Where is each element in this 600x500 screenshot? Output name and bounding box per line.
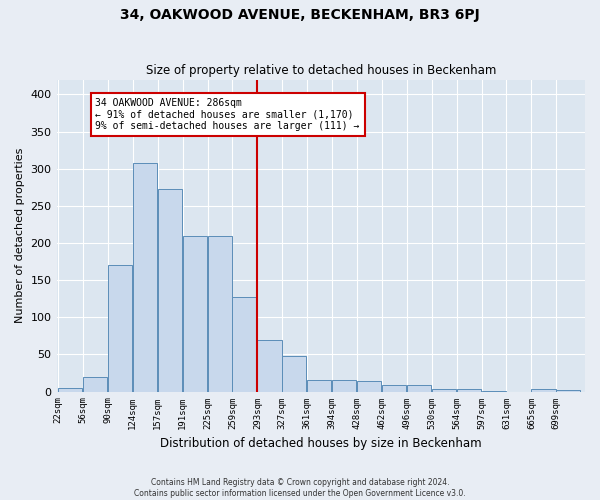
Bar [58,388,82,392]
Y-axis label: Number of detached properties: Number of detached properties [15,148,25,323]
Bar [83,376,107,392]
Bar [208,236,232,392]
Bar [282,356,307,392]
Text: Contains HM Land Registry data © Crown copyright and database right 2024.
Contai: Contains HM Land Registry data © Crown c… [134,478,466,498]
Bar [407,385,431,392]
Bar [108,266,132,392]
Bar [232,297,257,392]
Bar [332,380,356,392]
X-axis label: Distribution of detached houses by size in Beckenham: Distribution of detached houses by size … [160,437,482,450]
Text: 34, OAKWOOD AVENUE, BECKENHAM, BR3 6PJ: 34, OAKWOOD AVENUE, BECKENHAM, BR3 6PJ [120,8,480,22]
Bar [382,385,406,392]
Bar [158,189,182,392]
Title: Size of property relative to detached houses in Beckenham: Size of property relative to detached ho… [146,64,496,77]
Bar [357,381,381,392]
Bar [307,380,331,392]
Text: 34 OAKWOOD AVENUE: 286sqm
← 91% of detached houses are smaller (1,170)
9% of sem: 34 OAKWOOD AVENUE: 286sqm ← 91% of detac… [95,98,360,132]
Bar [457,390,481,392]
Bar [556,390,580,392]
Bar [133,164,157,392]
Bar [182,236,207,392]
Bar [432,390,456,392]
Bar [257,340,281,392]
Bar [532,390,556,392]
Bar [482,391,506,392]
